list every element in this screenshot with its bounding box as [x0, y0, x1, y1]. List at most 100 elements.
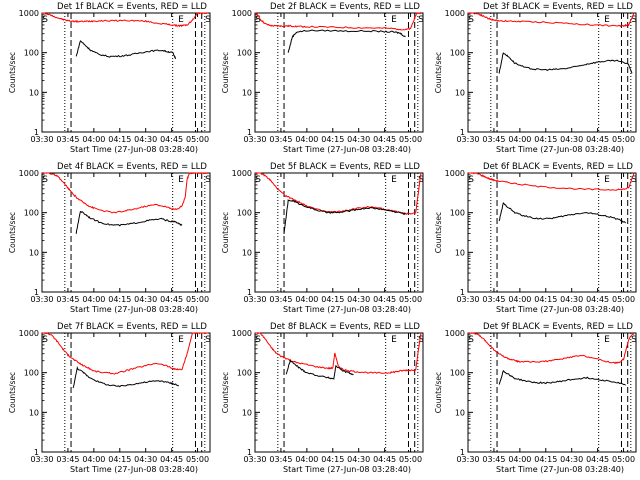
x-tick-label: 04:45	[160, 135, 183, 144]
x-tick-label: 03:45	[482, 135, 505, 144]
x-tick-label: 05:00	[399, 455, 422, 464]
x-tick-label: 04:15	[108, 455, 131, 464]
plot-frame	[254, 332, 424, 453]
time-marker-label: S	[468, 15, 474, 25]
plot-frame	[254, 12, 424, 133]
x-tick-label: 04:30	[134, 295, 157, 304]
x-tick-label: 04:15	[321, 135, 344, 144]
x-tick-label: 04:00	[295, 295, 318, 304]
time-marker-label: E	[604, 15, 610, 25]
time-marker-label: E	[391, 175, 397, 185]
lld-series-line	[255, 11, 422, 31]
x-tick-label: 05:00	[186, 455, 209, 464]
x-tick-label: 05:00	[612, 455, 635, 464]
y-tick-label: 10	[29, 248, 39, 257]
x-axis-label: Start Time (27-Jun-08 03:28:40)	[496, 465, 624, 474]
y-tick-label: 1000	[19, 9, 39, 18]
x-tick-label: 03:30	[243, 135, 266, 144]
x-tick-label: 04:45	[373, 135, 396, 144]
x-tick-label: 04:15	[321, 455, 344, 464]
y-tick-label: 100	[24, 209, 39, 218]
x-tick-label: 03:45	[269, 295, 292, 304]
time-marker-label: S	[42, 175, 48, 185]
plot-title: Det 2f BLACK = Events, RED = LLD	[270, 2, 420, 12]
x-axis-label: Start Time (27-Jun-08 03:28:40)	[283, 145, 411, 154]
x-tick-label: 04:45	[586, 455, 609, 464]
plot-title: Det 9f BLACK = Events, RED = LLD	[483, 322, 633, 332]
y-tick-label: 1	[460, 128, 465, 137]
time-marker-label: S	[255, 15, 261, 25]
x-tick-label: 04:00	[508, 295, 531, 304]
x-tick-label: 04:45	[160, 455, 183, 464]
plot-panel: Det 2f BLACK = Events, RED = LLD 03:30 03:…	[221, 2, 424, 154]
time-marker-label: S	[631, 15, 637, 25]
time-marker-label: S	[205, 15, 211, 25]
y-tick-label: 100	[237, 209, 252, 218]
y-tick-label: 10	[242, 88, 252, 97]
time-marker-label: E	[178, 15, 184, 25]
x-tick-label: 04:00	[295, 455, 318, 464]
x-tick-label: 03:45	[56, 135, 79, 144]
x-tick-label: 05:00	[186, 295, 209, 304]
x-tick-label: 04:45	[373, 455, 396, 464]
lld-series-line	[41, 172, 209, 214]
y-axis-label: Counts/sec	[8, 372, 17, 413]
time-marker-label: E	[178, 175, 184, 185]
lld-series-line	[467, 172, 635, 191]
events-series-line	[498, 52, 633, 74]
lld-series-line	[41, 12, 208, 28]
y-axis-label: Counts/sec	[434, 212, 443, 253]
plot-title: Det 1f BLACK = Events, RED = LLD	[57, 2, 207, 12]
y-tick-label: 1	[34, 128, 39, 137]
y-tick-label: 10	[242, 248, 252, 257]
y-axis-label: Counts/sec	[221, 372, 230, 413]
x-tick-label: 05:00	[612, 295, 635, 304]
plot-panel: Det 8f BLACK = Events, RED = LLD 03:30 03:…	[221, 322, 424, 474]
y-tick-label: 1	[247, 128, 252, 137]
plot-frame	[467, 332, 637, 453]
time-marker-label: S	[468, 335, 474, 345]
x-tick-label: 04:00	[82, 295, 105, 304]
time-marker-label: S	[631, 335, 637, 345]
events-series-line	[287, 29, 406, 53]
x-tick-label: 04:45	[586, 295, 609, 304]
y-tick-label: 100	[450, 49, 465, 58]
x-axis-label: Start Time (27-Jun-08 03:28:40)	[283, 305, 411, 314]
y-axis-label: Counts/sec	[434, 52, 443, 93]
x-tick-label: 04:30	[347, 455, 370, 464]
events-series-line	[498, 369, 626, 386]
time-marker-label: S	[418, 175, 424, 185]
x-tick-label: 05:00	[612, 135, 635, 144]
x-tick-label: 04:15	[534, 135, 557, 144]
y-tick-label: 10	[455, 408, 465, 417]
plot-panel: Det 9f BLACK = Events, RED = LLD 03:30 03:…	[434, 322, 637, 474]
time-marker-label: S	[205, 335, 211, 345]
plot-frame	[467, 12, 637, 133]
plot-frame	[467, 172, 637, 293]
y-axis-label: Counts/sec	[434, 372, 443, 413]
x-tick-label: 04:30	[134, 455, 157, 464]
time-marker-label: S	[255, 335, 261, 345]
y-tick-label: 1000	[445, 329, 465, 338]
x-tick-label: 03:30	[456, 295, 479, 304]
x-axis-label: Start Time (27-Jun-08 03:28:40)	[70, 465, 198, 474]
y-tick-label: 100	[24, 49, 39, 58]
lld-series-line	[468, 12, 635, 28]
plot-panel: Det 4f BLACK = Events, RED = LLD 03:30 03:…	[8, 162, 211, 314]
y-axis-label: Counts/sec	[221, 212, 230, 253]
events-series-line	[75, 211, 183, 234]
x-tick-label: 03:30	[456, 455, 479, 464]
y-tick-label: 10	[455, 88, 465, 97]
x-tick-label: 04:15	[108, 135, 131, 144]
plot-frame	[41, 12, 211, 133]
time-marker-label: S	[205, 175, 211, 185]
lld-series-line	[467, 332, 635, 365]
events-series-line	[283, 199, 406, 235]
lld-series-line	[42, 332, 208, 375]
x-tick-label: 04:15	[534, 295, 557, 304]
y-tick-label: 1000	[19, 169, 39, 178]
time-marker-label: S	[418, 335, 424, 345]
y-tick-label: 1	[34, 448, 39, 457]
events-series-line	[75, 40, 177, 60]
